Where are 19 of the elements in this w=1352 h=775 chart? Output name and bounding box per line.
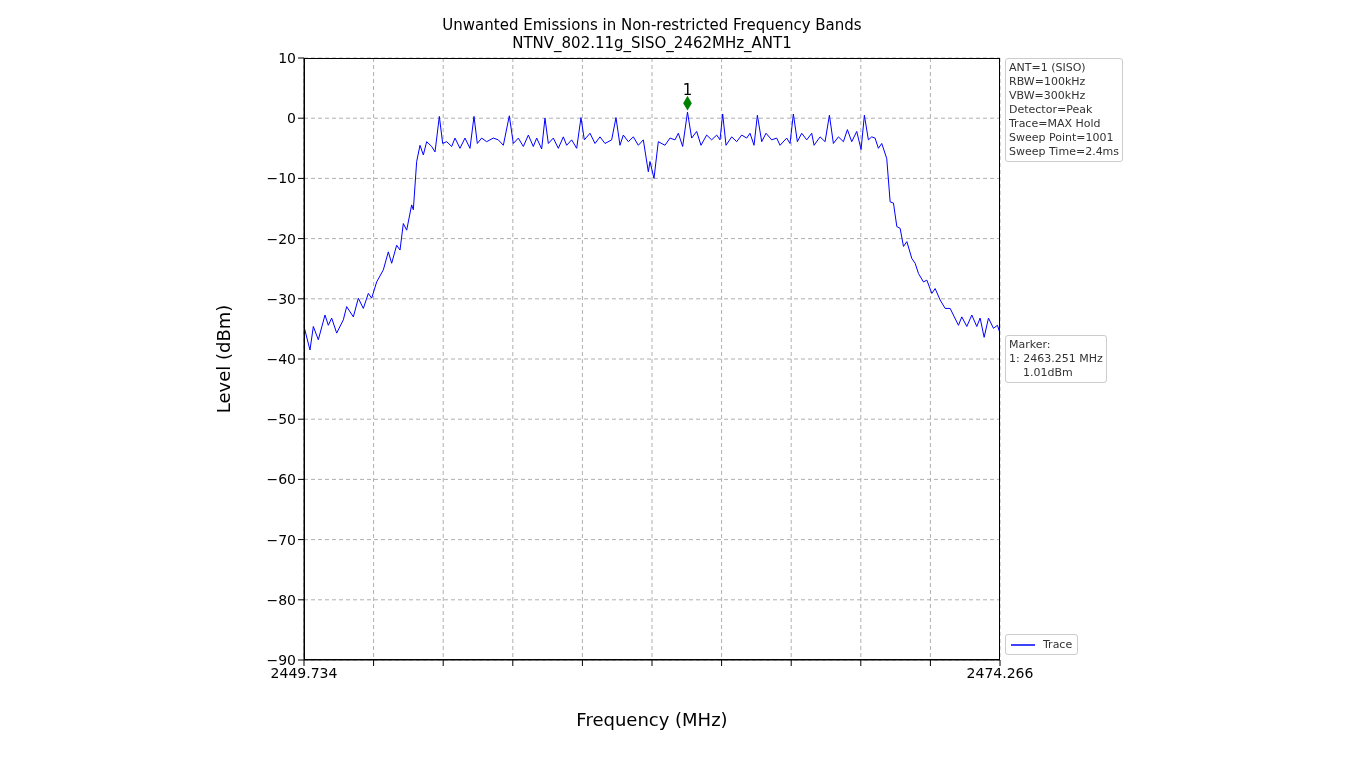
y-tick-label: −80 xyxy=(266,591,296,608)
annotation: 1 xyxy=(682,81,693,100)
y-tick-label: −70 xyxy=(266,531,296,548)
y-tick-label: 10 xyxy=(278,49,296,66)
y-tick-label: −60 xyxy=(266,471,296,488)
y-tick-label: −50 xyxy=(266,411,296,428)
legend-label: Trace xyxy=(1043,638,1073,651)
y-tick-label: −10 xyxy=(266,170,296,187)
x-tick-label: 2474.266 xyxy=(966,664,1034,681)
y-axis-title: Level (dBm) xyxy=(213,304,235,414)
text: Marker: 1: 2463.251 MHz 1.01dBm xyxy=(1005,335,1107,383)
chart-title: Unwanted Emissions in Non-restricted Frequency Bands xyxy=(441,16,863,34)
text: ANT=1 (SISO) RBW=100kHz VBW=300kHz Detector=Peak Trace=MAX Hold Sweep Point=1001 Sweep Time=2.4ms xyxy=(1005,58,1124,162)
y-tick-label: 0 xyxy=(287,110,296,127)
y-tick-label: −40 xyxy=(266,350,296,367)
y-tick-label: −30 xyxy=(266,290,296,307)
x-axis-title: Frequency (MHz) xyxy=(576,709,728,730)
chart-subtitle: NTNV_802.11g_SISO_2462MHz_ANT1 xyxy=(511,34,793,52)
y-tick-label: −20 xyxy=(266,230,296,247)
